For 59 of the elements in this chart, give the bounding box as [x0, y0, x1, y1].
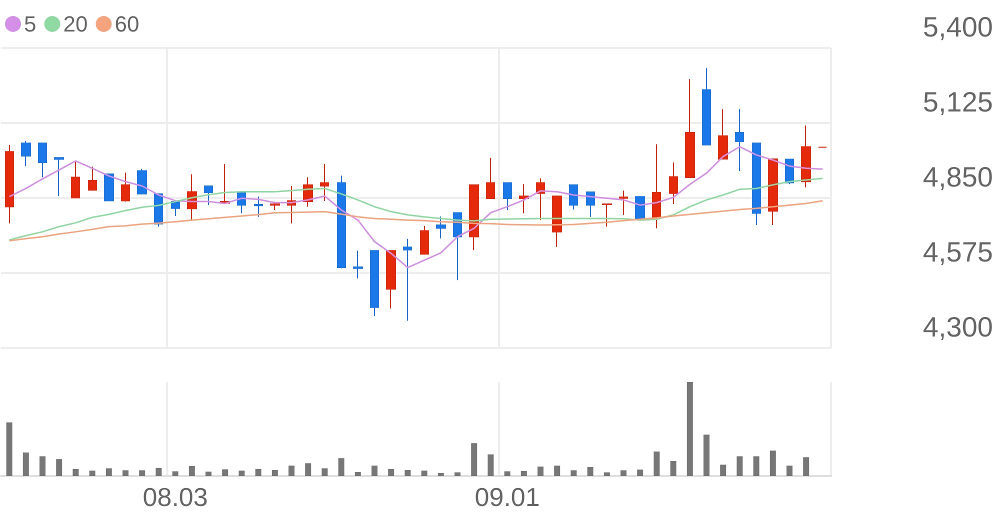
x-tick-label: 08.03 [142, 482, 208, 512]
bar [736, 456, 743, 476]
bar [338, 458, 344, 476]
legend-label: 60 [114, 12, 140, 36]
bar [40, 456, 46, 476]
bar [770, 450, 776, 476]
bar [620, 470, 626, 476]
bar [686, 382, 693, 476]
bar [471, 443, 478, 476]
y-tick-label: 4,575 [922, 236, 993, 268]
bar [520, 470, 527, 476]
bar [222, 469, 228, 476]
bar [388, 468, 394, 476]
bar [438, 472, 444, 476]
y-tick-label: 4,300 [922, 312, 993, 342]
legend-label: 5 [24, 12, 36, 36]
y-tick-label: 4,850 [922, 162, 993, 192]
bar [139, 470, 146, 476]
bar [803, 457, 810, 476]
bar [454, 472, 460, 476]
bar [206, 472, 212, 476]
bar [72, 468, 79, 476]
bar [354, 472, 361, 476]
bar [288, 466, 294, 476]
bar [172, 471, 178, 476]
bar [6, 422, 12, 476]
bar [255, 468, 262, 476]
bar [238, 470, 245, 476]
bar [488, 454, 494, 476]
bar [372, 466, 378, 476]
bar [272, 470, 278, 476]
bar [504, 471, 510, 476]
bar [604, 472, 610, 476]
bar [404, 470, 411, 476]
bar [156, 468, 162, 476]
x-tick-label: 09.01 [474, 482, 540, 512]
bar [570, 470, 577, 476]
bar [538, 466, 544, 476]
bar [704, 434, 710, 476]
bar [106, 468, 112, 476]
bar [587, 466, 594, 476]
bar [89, 470, 96, 476]
bar [56, 459, 62, 476]
bar [122, 470, 128, 476]
bar [188, 466, 195, 476]
y-tick-label: 5,400 [922, 12, 993, 42]
bar [670, 460, 676, 476]
bar [421, 470, 428, 476]
bar [322, 468, 328, 476]
y-tick-label: 5,125 [922, 86, 993, 118]
bar [753, 456, 760, 476]
bar [637, 470, 644, 476]
bar [305, 463, 312, 476]
bar [720, 464, 726, 476]
bar [786, 466, 792, 476]
bar [654, 452, 660, 476]
bar [554, 466, 560, 476]
bar [22, 452, 29, 476]
legend-label: 20 [63, 12, 88, 36]
